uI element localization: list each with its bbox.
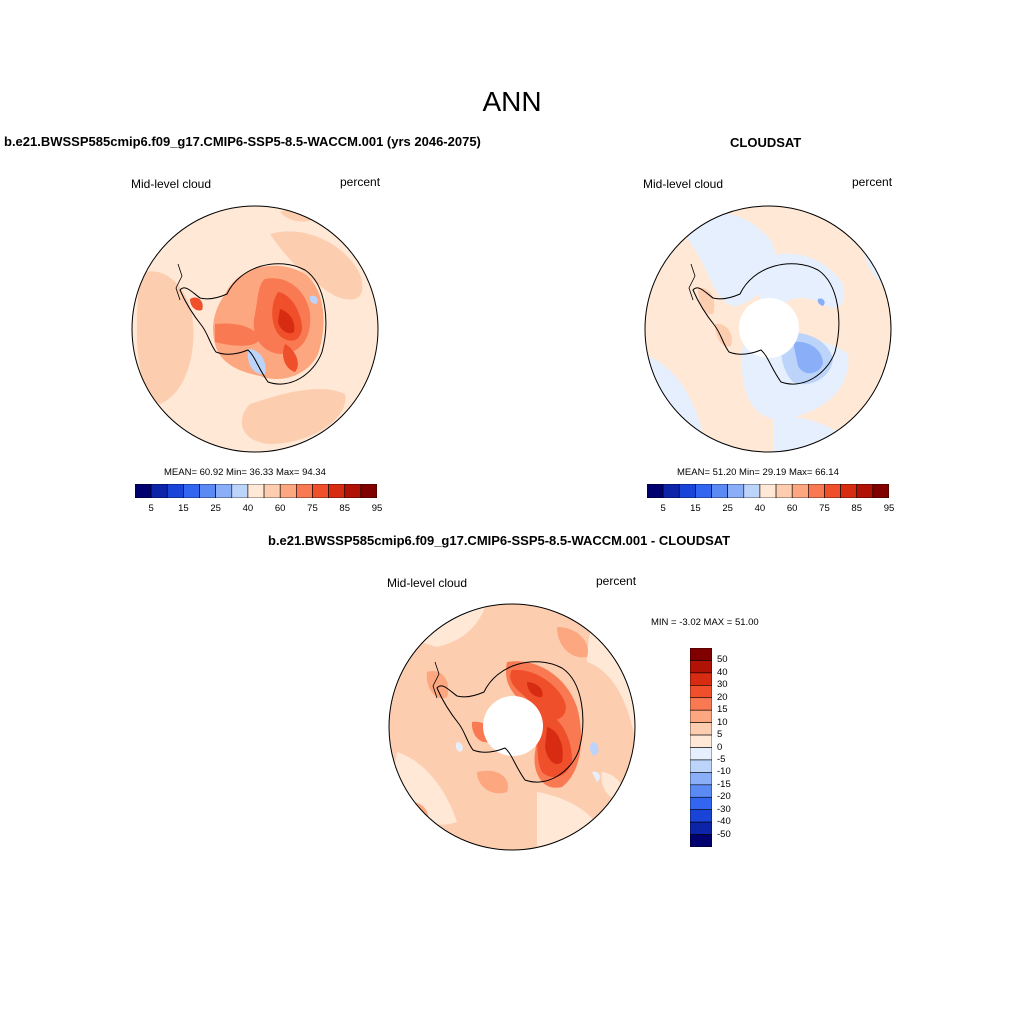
panel-3-title: b.e21.BWSSP585cmip6.f09_g17.CMIP6-SSP5-8… — [268, 533, 731, 548]
colorbar-swatch — [678, 484, 696, 498]
colorbar-swatch — [296, 484, 313, 498]
colorbar-swatch — [824, 484, 841, 498]
colorbar-swatch — [360, 484, 377, 498]
colorbar-swatch — [690, 697, 712, 711]
colorbar-tick-label: 85 — [851, 503, 862, 514]
colorbar-tick-label: 0 — [717, 741, 723, 753]
colorbar-swatch — [183, 484, 200, 498]
colorbar-tick-label: -5 — [717, 753, 726, 765]
colorbar-swatch — [344, 484, 362, 498]
colorbar-swatch — [872, 484, 889, 498]
colorbar-swatch — [328, 484, 346, 498]
panel-2-units-label: percent — [852, 175, 893, 189]
colorbar-swatch — [840, 484, 858, 498]
colorbar-tick-label: 95 — [371, 503, 383, 514]
panel-3-polar-map — [388, 603, 636, 851]
colorbar-swatch — [690, 821, 712, 835]
panel-1-units-label: percent — [340, 175, 381, 189]
panel-1-title: b.e21.BWSSP585cmip6.f09_g17.CMIP6-SSP5-8… — [4, 134, 481, 149]
panel-3-colorbar — [690, 648, 712, 847]
colorbar-swatch — [690, 734, 712, 748]
colorbar-tick-label: 5 — [148, 503, 154, 514]
colorbar-tick-label: 40 — [242, 503, 254, 514]
colorbar-swatch — [690, 672, 712, 686]
colorbar-swatch — [150, 484, 168, 498]
colorbar-swatch — [263, 484, 281, 498]
colorbar-swatch — [279, 484, 297, 498]
colorbar-swatch — [199, 484, 216, 498]
figure-title: ANN — [482, 86, 542, 117]
colorbar-swatch — [247, 484, 265, 498]
colorbar-swatch — [135, 484, 152, 498]
colorbar-tick-label: 15 — [717, 704, 728, 716]
colorbar-swatch — [808, 484, 825, 498]
colorbar-swatch — [690, 722, 712, 736]
colorbar-swatch — [690, 772, 712, 786]
colorbar-swatch — [695, 484, 712, 498]
colorbar-swatch — [166, 484, 184, 498]
colorbar-tick-label: -40 — [717, 816, 731, 828]
colorbar-tick-label: 30 — [717, 679, 728, 691]
colorbar-tick-label: 20 — [717, 691, 728, 703]
colorbar-swatch — [690, 685, 712, 699]
colorbar-swatch — [690, 834, 712, 847]
colorbar-tick-label: 10 — [717, 716, 728, 728]
panel-2-variable-label: Mid-level cloud — [643, 177, 724, 191]
colorbar-tick-label: 75 — [819, 503, 830, 514]
colorbar-swatch — [711, 484, 728, 498]
colorbar-swatch — [690, 784, 712, 798]
colorbar-swatch — [647, 484, 664, 498]
panel-2-title: CLOUDSAT — [730, 135, 802, 150]
colorbar-tick-label: -20 — [717, 791, 731, 803]
panel-1-polar-map — [131, 205, 379, 453]
colorbar-swatch — [743, 484, 761, 498]
panel-2-polar-map — [644, 205, 892, 453]
colorbar-swatch — [690, 809, 712, 823]
colorbar-tick-label: 5 — [717, 729, 723, 741]
colorbar-swatch — [690, 660, 712, 674]
colorbar-swatch — [690, 747, 712, 761]
colorbar-tick-label: 25 — [722, 503, 733, 514]
colorbar-swatch — [662, 484, 680, 498]
colorbar-tick-label: 40 — [717, 666, 728, 678]
panel-3-variable-label: Mid-level cloud — [387, 576, 468, 590]
colorbar-tick-label: 95 — [883, 503, 895, 514]
colorbar-swatch — [690, 796, 712, 810]
panel-1-stats: MEAN= 60.92 Min= 36.33 Max= 94.34 — [164, 467, 326, 478]
colorbar-swatch — [775, 484, 793, 498]
colorbar-tick-label: 50 — [717, 654, 728, 666]
panel-3-units-label: percent — [596, 574, 637, 588]
colorbar-tick-label: 5 — [660, 503, 666, 514]
colorbar-swatch — [690, 709, 712, 723]
colorbar-swatch — [727, 484, 745, 498]
colorbar-tick-label: -30 — [717, 803, 731, 815]
colorbar-tick-label: -10 — [717, 766, 731, 778]
colorbar-tick-label: 15 — [690, 503, 701, 514]
panel-3-stats: MIN = -3.02 MAX = 51.00 — [651, 617, 759, 628]
colorbar-tick-label: 75 — [307, 503, 318, 514]
colorbar-tick-label: -50 — [717, 828, 731, 840]
colorbar-swatch — [791, 484, 809, 498]
colorbar-swatch — [759, 484, 777, 498]
panel-1-variable-label: Mid-level cloud — [131, 177, 212, 191]
colorbar-swatch — [690, 648, 712, 661]
colorbar-tick-label: 85 — [339, 503, 350, 514]
colorbar-tick-label: 60 — [786, 503, 798, 514]
colorbar-tick-label: 60 — [274, 503, 286, 514]
colorbar-swatch — [690, 759, 712, 773]
colorbar-swatch — [231, 484, 249, 498]
colorbar-swatch — [856, 484, 874, 498]
colorbar-swatch — [215, 484, 233, 498]
colorbar-tick-label: 40 — [754, 503, 766, 514]
panel-2-stats: MEAN= 51.20 Min= 29.19 Max= 66.14 — [677, 467, 839, 478]
panel-1-colorbar — [135, 484, 377, 498]
panel-2-colorbar — [647, 484, 889, 498]
colorbar-swatch — [312, 484, 329, 498]
colorbar-tick-label: 15 — [178, 503, 189, 514]
colorbar-tick-label: 25 — [210, 503, 221, 514]
colorbar-tick-label: -15 — [717, 778, 731, 790]
